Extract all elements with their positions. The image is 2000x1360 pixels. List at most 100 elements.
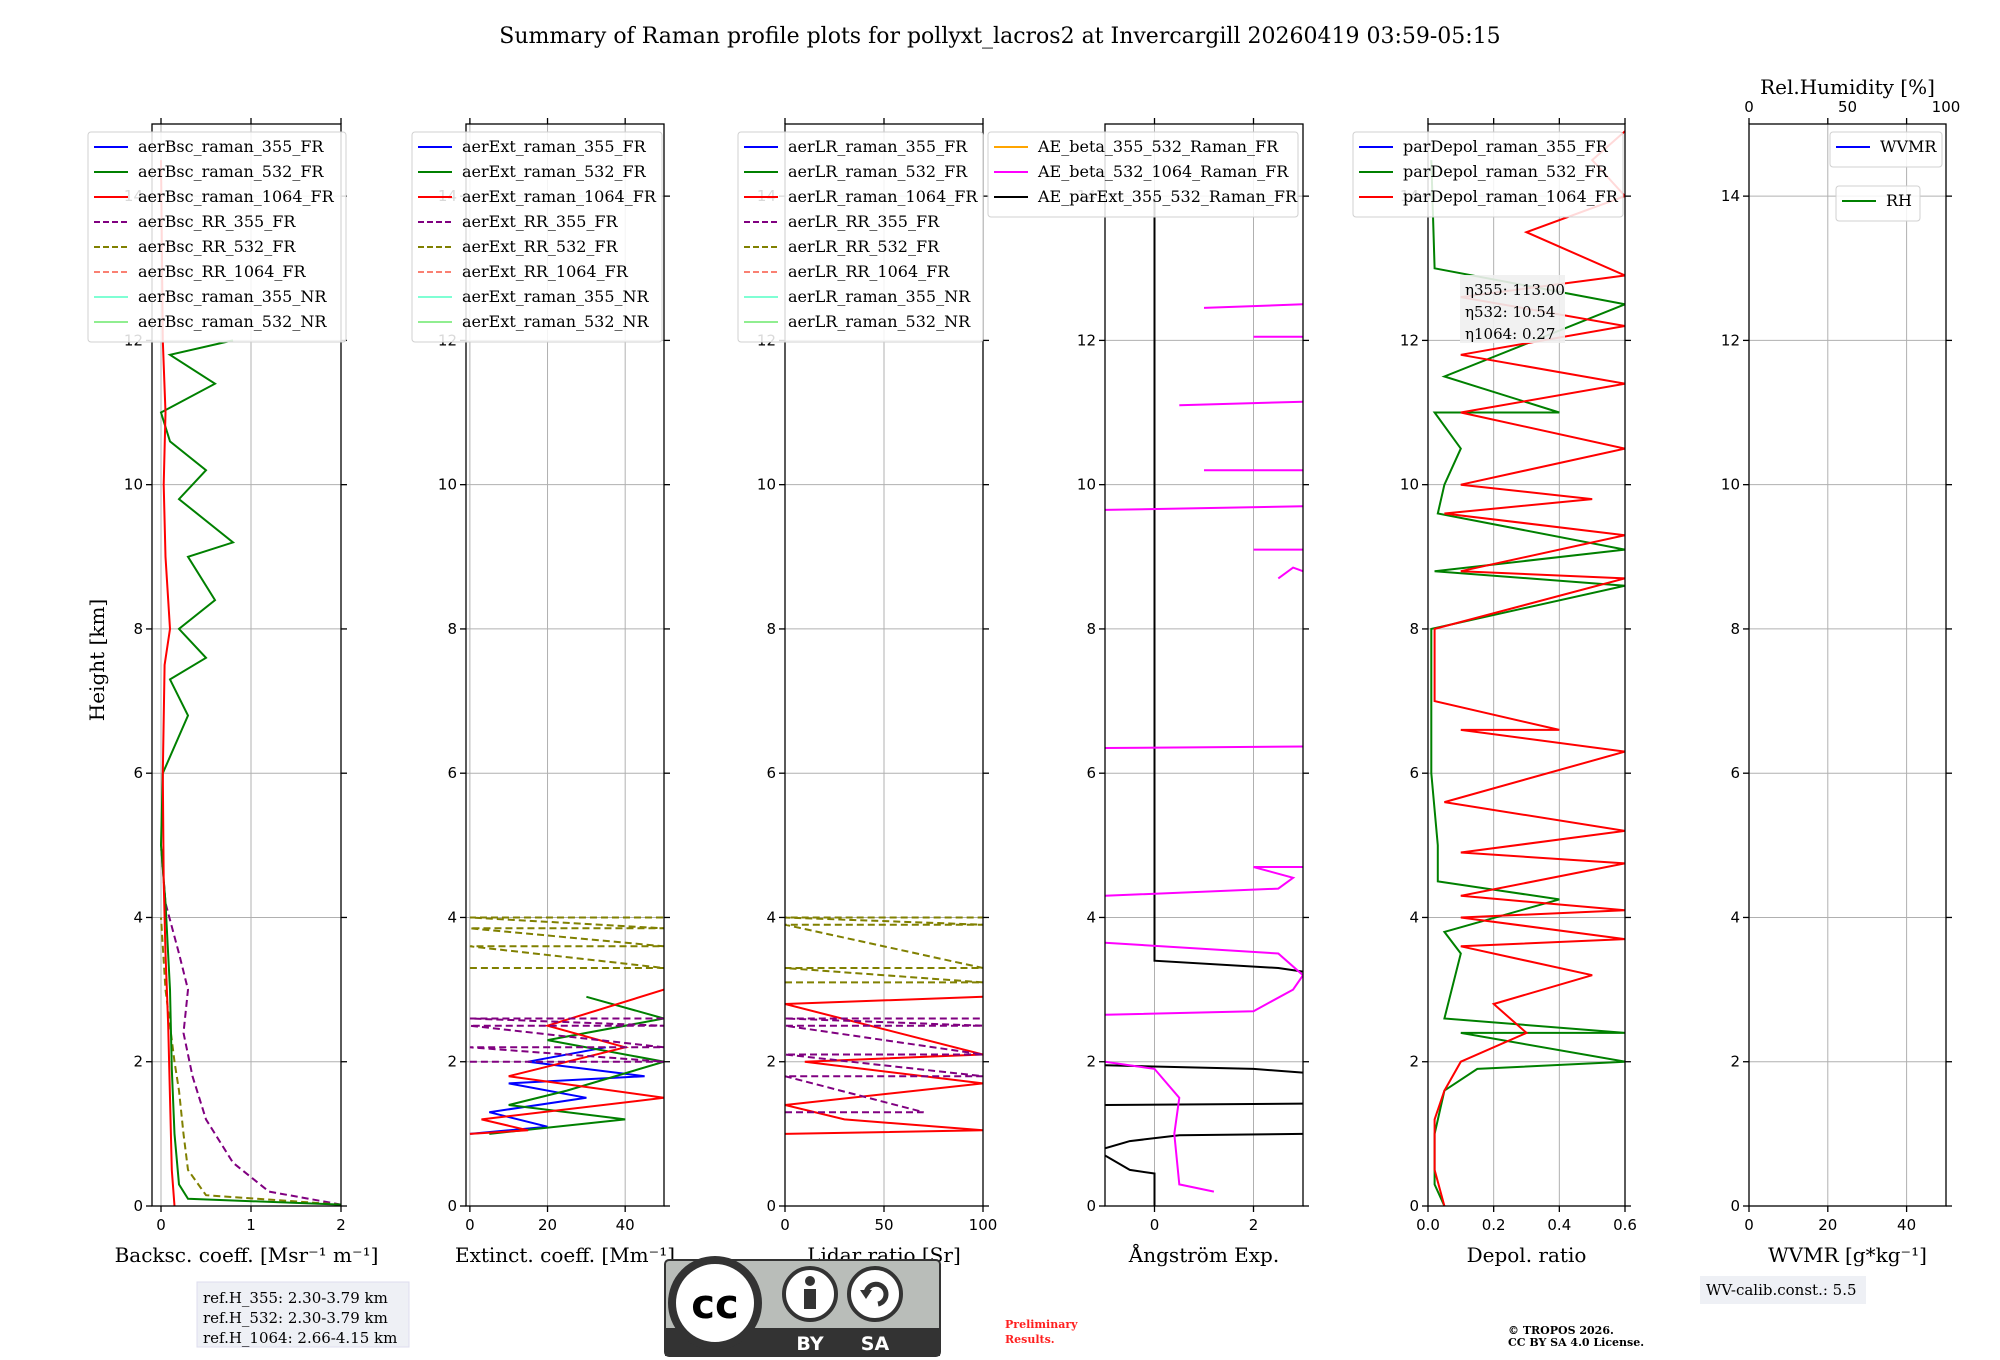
x-tick-label: 0.4 bbox=[1547, 1216, 1571, 1234]
x-tick-label: 40 bbox=[616, 1216, 635, 1234]
preliminary-line1: Preliminary bbox=[1005, 1318, 1078, 1331]
y-tick-label: 6 bbox=[1086, 764, 1096, 782]
series-group bbox=[1105, 196, 1303, 1206]
y-tick-label: 6 bbox=[1409, 764, 1419, 782]
y-tick-label: 6 bbox=[766, 764, 776, 782]
legend-entry: aerBsc_raman_532_NR bbox=[138, 312, 327, 331]
series-aerExt_raman_1064_FR bbox=[469, 988, 664, 1135]
sa-share-icon bbox=[847, 1266, 903, 1322]
y-tick-label: 0 bbox=[133, 1197, 143, 1215]
legend-entry: aerBsc_raman_355_NR bbox=[138, 287, 327, 306]
legend-entry: aerExt_RR_1064_FR bbox=[462, 262, 629, 281]
y-tick-label: 4 bbox=[766, 908, 776, 926]
y-tick-label: 4 bbox=[447, 908, 457, 926]
legend-entry: aerBsc_RR_355_FR bbox=[138, 212, 296, 231]
eta-1064: η1064: 0.27 bbox=[1465, 325, 1555, 343]
y-tick-label: 12 bbox=[1400, 331, 1419, 349]
y-tick-label: 10 bbox=[1077, 476, 1096, 494]
eta-532: η532: 10.54 bbox=[1465, 303, 1555, 321]
legend-entry: aerBsc_raman_1064_FR bbox=[138, 187, 335, 206]
wv-calib-const: WV-calib.const.: 5.5 bbox=[1706, 1281, 1857, 1299]
y-tick-label: 6 bbox=[447, 764, 457, 782]
y-tick-label: 12 bbox=[1721, 331, 1740, 349]
series-aerLR_RR_532_FR bbox=[785, 916, 983, 984]
series-AE_beta_532_1064_Raman_FR_c bbox=[1105, 866, 1303, 897]
x-axis-label: Backsc. coeff. [Msr⁻¹ m⁻¹] bbox=[115, 1243, 379, 1267]
series-AE_parExt_355_532_Raman_FR_b bbox=[1105, 1132, 1303, 1150]
series-AE_beta_532_1064_Raman_FR_g bbox=[1105, 505, 1303, 511]
y-tick-label: 2 bbox=[133, 1053, 143, 1071]
legend-entry: AE_beta_532_1064_Raman_FR bbox=[1037, 162, 1289, 181]
series-AE_beta_532_1064_Raman_FR_e bbox=[1277, 566, 1303, 580]
series-AE_parExt_355_532_Raman_FR bbox=[1105, 1154, 1156, 1206]
cc-sa-label: SA bbox=[861, 1333, 890, 1355]
x-axis-label: WVMR [g*kg⁻¹] bbox=[1768, 1243, 1927, 1267]
legend-entry: aerLR_RR_355_FR bbox=[788, 212, 940, 231]
y-tick-label: 8 bbox=[133, 620, 143, 638]
legend-entry: aerLR_raman_355_NR bbox=[788, 287, 971, 306]
y-tick-label: 8 bbox=[766, 620, 776, 638]
y-axis-label: Height [km] bbox=[85, 599, 109, 721]
ref-height-355: ref.H_355: 2.30-3.79 km bbox=[203, 1289, 388, 1307]
legend-entry: aerExt_raman_355_NR bbox=[462, 287, 650, 306]
legend-entry: RH bbox=[1886, 191, 1912, 210]
series-AE_beta_532_1064_Raman_FR bbox=[1105, 1060, 1215, 1193]
legend-entry: AE_parExt_355_532_Raman_FR bbox=[1037, 187, 1298, 206]
legend-entry: aerLR_RR_532_FR bbox=[788, 237, 940, 256]
panel-4: 0202468101214Ångström Exp.AE_beta_355_53… bbox=[987, 118, 1309, 1267]
y-tick-label: 0 bbox=[766, 1197, 776, 1215]
legend-entry: aerBsc_RR_532_FR bbox=[138, 237, 296, 256]
y-tick-label: 0 bbox=[1086, 1197, 1096, 1215]
series-aerExt_RR_532_FR bbox=[469, 916, 664, 969]
ref-height-1064: ref.H_1064: 2.66-4.15 km bbox=[203, 1329, 397, 1347]
cc-license-badge: cc BY SA bbox=[664, 1256, 941, 1357]
top-tick-label: 100 bbox=[1932, 98, 1961, 116]
panel-1: 01202468101214Backsc. coeff. [Msr⁻¹ m⁻¹]… bbox=[87, 118, 379, 1267]
y-tick-label: 0 bbox=[1730, 1197, 1740, 1215]
legend: aerExt_raman_355_FR aerExt_raman_532_FRae… bbox=[411, 131, 663, 343]
legend-entry: aerBsc_raman_532_FR bbox=[138, 162, 324, 181]
wv-calib-box: WV-calib.const.: 5.5 bbox=[1700, 1276, 1866, 1304]
series-AE_parExt_355_532_Raman_FR_e bbox=[1153, 196, 1303, 973]
copyright-line1: © TROPOS 2026. bbox=[1508, 1324, 1614, 1337]
series-aerLR_raman_1064_FR bbox=[785, 995, 983, 1135]
series-aerExt_RR_355_FR bbox=[469, 1017, 664, 1063]
legend: AE_beta_355_532_Raman_FR AE_beta_532_1064… bbox=[987, 131, 1299, 218]
legend-entry: WVMR bbox=[1880, 137, 1937, 156]
axes-frame bbox=[151, 123, 342, 1207]
legend-entry: aerExt_raman_1064_FR bbox=[462, 187, 657, 206]
legend-entry: aerExt_raman_532_FR bbox=[462, 162, 647, 181]
y-tick-label: 2 bbox=[447, 1053, 457, 1071]
y-tick-label: 4 bbox=[1086, 908, 1096, 926]
y-tick-label: 10 bbox=[124, 476, 143, 494]
series-AE_beta_532_1064_Raman_FR_i bbox=[1179, 400, 1303, 407]
axes-frame bbox=[465, 123, 665, 1207]
y-tick-label: 8 bbox=[447, 620, 457, 638]
svg-text:cc: cc bbox=[691, 1282, 738, 1328]
y-tick-label: 6 bbox=[1730, 764, 1740, 782]
top-tick-label: 0 bbox=[1744, 98, 1754, 116]
x-tick-label: 2 bbox=[1249, 1216, 1259, 1234]
x-tick-label: 20 bbox=[1818, 1216, 1837, 1234]
series-parDepol_raman_532_FR bbox=[1430, 160, 1625, 1206]
legend-entry: aerBsc_RR_1064_FR bbox=[138, 262, 307, 281]
x-tick-label: 0 bbox=[780, 1216, 790, 1234]
y-tick-label: 2 bbox=[1086, 1053, 1096, 1071]
y-tick-label: 10 bbox=[1400, 476, 1419, 494]
legend: aerBsc_raman_355_FR aerBsc_raman_532_FRae… bbox=[87, 131, 347, 343]
reference-height-box: ref.H_355: 2.30-3.79 km ref.H_532: 2.30-… bbox=[196, 1281, 410, 1348]
x-axis-label: Depol. ratio bbox=[1467, 1243, 1587, 1267]
x-tick-label: 100 bbox=[969, 1216, 998, 1234]
y-tick-label: 0 bbox=[1409, 1197, 1419, 1215]
legend-entry: AE_beta_355_532_Raman_FR bbox=[1037, 137, 1279, 156]
panel-5: 0.00.20.40.602468101214Depol. ratioparDe… bbox=[1352, 118, 1637, 1267]
series-AE_beta_532_1064_Raman_FR_k bbox=[1203, 303, 1303, 309]
legend-entry: parDepol_raman_355_FR bbox=[1403, 137, 1609, 156]
y-tick-label: 6 bbox=[133, 764, 143, 782]
legend-entry: aerLR_raman_1064_FR bbox=[788, 187, 978, 206]
series-aerBsc_raman_532_FR bbox=[159, 339, 341, 1206]
legend-entry: aerLR_RR_1064_FR bbox=[788, 262, 950, 281]
preliminary-line2: Results. bbox=[1005, 1333, 1055, 1346]
x-tick-label: 0 bbox=[1150, 1216, 1160, 1234]
